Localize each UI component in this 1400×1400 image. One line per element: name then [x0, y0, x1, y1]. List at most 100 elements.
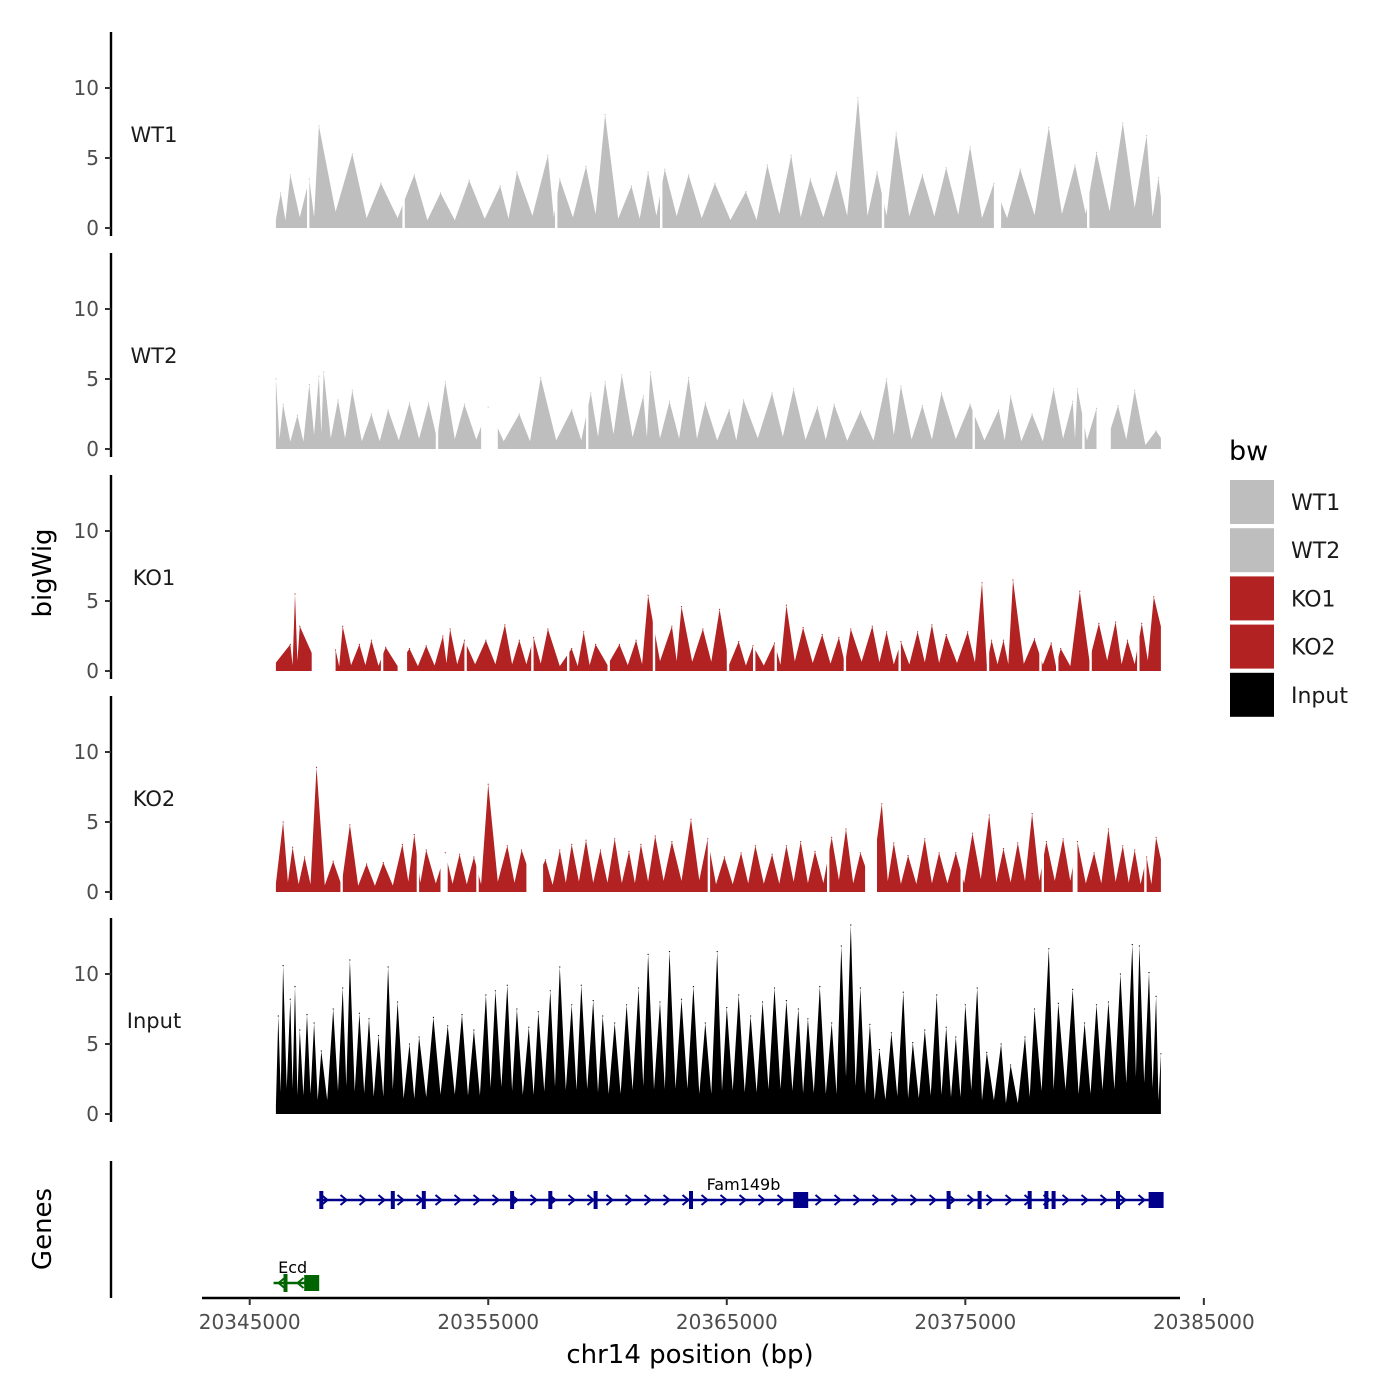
track-input-peak	[964, 1004, 966, 1006]
track-input-peak	[1160, 1053, 1162, 1055]
track-input-peak	[282, 965, 284, 967]
track-ko1-peak	[1079, 590, 1081, 592]
track-wt2: 0 5 10 WT2	[74, 253, 1161, 461]
track-wt2-peak	[886, 378, 888, 380]
track-input-peak	[320, 1050, 322, 1052]
y-tick-label: 0	[86, 659, 99, 683]
track-wt2-peak	[688, 377, 690, 379]
strand-arrow	[377, 1194, 387, 1206]
track-wt1-peak	[499, 185, 501, 187]
track-input-peak	[368, 1018, 370, 1020]
track-input-peak	[494, 990, 496, 992]
track-wt2-peak	[408, 402, 411, 404]
track-wt2-peak	[900, 385, 902, 387]
track-ko2-peak	[544, 859, 547, 861]
track-ko2-peak	[800, 841, 802, 843]
track-ko1-peak	[671, 625, 673, 627]
track-ko1-peak	[571, 648, 573, 650]
track-input-peak	[485, 994, 487, 996]
track-ko2-peak	[1045, 841, 1047, 843]
strand-arrow	[434, 1194, 444, 1206]
strand-arrow	[491, 1194, 501, 1206]
track-ko2-gap	[416, 696, 420, 893]
track-ko2-peak	[444, 852, 446, 854]
track-input-peak	[668, 951, 671, 953]
track-wt1-peak	[895, 132, 897, 134]
track-wt1-peak	[1019, 168, 1021, 170]
track-ko1-peak	[931, 624, 933, 626]
track-wt1-peak	[857, 97, 859, 99]
track-ko1-peak	[1012, 579, 1014, 581]
track-ko2-peak	[304, 856, 306, 858]
track-ko1-gap	[1056, 475, 1059, 672]
track-ko1-gap	[397, 475, 408, 672]
track-ko2-gap	[960, 696, 963, 893]
exon	[593, 1191, 598, 1209]
track-wt1-peak	[1095, 151, 1098, 153]
exon	[390, 1191, 395, 1209]
gene-name-label: Ecd	[278, 1258, 307, 1277]
track-ko1-peak	[504, 624, 506, 626]
track-input-peak	[1048, 948, 1050, 950]
track-input-peak	[659, 1001, 661, 1003]
track-ko2-peak	[771, 853, 773, 855]
track-ko2-peak	[401, 843, 403, 846]
track-ko1-gap	[753, 475, 756, 672]
track-ko1-peak	[583, 631, 585, 633]
track-input-peak	[571, 1004, 573, 1006]
track-wt2-peak	[308, 384, 310, 386]
track-ko2-peak	[654, 835, 656, 837]
track-input-peak	[294, 986, 296, 988]
track-ko2-peak	[614, 838, 616, 840]
track-wt1-peak	[1157, 177, 1160, 179]
exon	[283, 1274, 288, 1292]
track-ko2-gap	[865, 696, 877, 893]
x-tick-label: 20375000	[914, 1310, 1016, 1334]
track-wt1-peak	[585, 165, 587, 167]
track-ko2-peak	[785, 845, 788, 847]
track-wt1-peak	[969, 146, 971, 148]
track-ko1-peak	[370, 639, 372, 641]
y-tick-label: 5	[86, 810, 99, 834]
strand-arrow	[320, 1194, 330, 1206]
track-wt2-peak	[444, 381, 446, 383]
track-input-peak	[1010, 1064, 1012, 1066]
track-wt2-gap	[435, 253, 439, 450]
track-label: KO2	[133, 787, 176, 811]
exon	[1027, 1191, 1032, 1209]
track-ko2-peak	[559, 849, 561, 851]
track-wt2-peak	[833, 403, 835, 405]
track-wt2-peak	[704, 402, 706, 404]
track-input-peak	[447, 1025, 449, 1027]
track-wt1-gap	[660, 32, 663, 229]
track-input-peak	[342, 987, 344, 989]
track-ko1-peak	[785, 604, 788, 606]
track-ko1-peak	[821, 634, 823, 636]
track-wt1-gap	[307, 32, 310, 229]
track-ko2-peak	[425, 849, 427, 851]
track-ko2-peak	[459, 853, 461, 855]
track-wt1-peak	[945, 167, 947, 169]
track-input-peak	[955, 1036, 957, 1038]
track-ko2-gap	[440, 696, 448, 893]
track-ko2-gap	[476, 696, 479, 893]
track-ko2-peak	[487, 783, 489, 785]
track-wt2-peak	[296, 414, 298, 416]
track-wt1-peak	[413, 174, 415, 176]
track-wt1-gap	[993, 32, 1002, 229]
track-input-peak	[912, 1042, 914, 1044]
track-wt2-peak	[387, 409, 389, 411]
track-input-peak	[289, 998, 291, 1000]
track-ko1-peak	[967, 631, 969, 633]
strand-arrow	[662, 1194, 672, 1206]
track-input-peak	[506, 984, 508, 986]
y-tick-label: 10	[74, 297, 99, 321]
track-input-peak	[716, 951, 718, 953]
track-ko1-peak	[991, 639, 993, 641]
track-input-peak	[614, 1022, 616, 1024]
track-wt2-peak	[668, 400, 671, 402]
strand-arrow	[624, 1194, 634, 1206]
track-wt1-peak	[468, 179, 470, 181]
track-ko1-gap	[1089, 475, 1092, 672]
track-input: 0 5 10 Input	[74, 918, 1162, 1126]
